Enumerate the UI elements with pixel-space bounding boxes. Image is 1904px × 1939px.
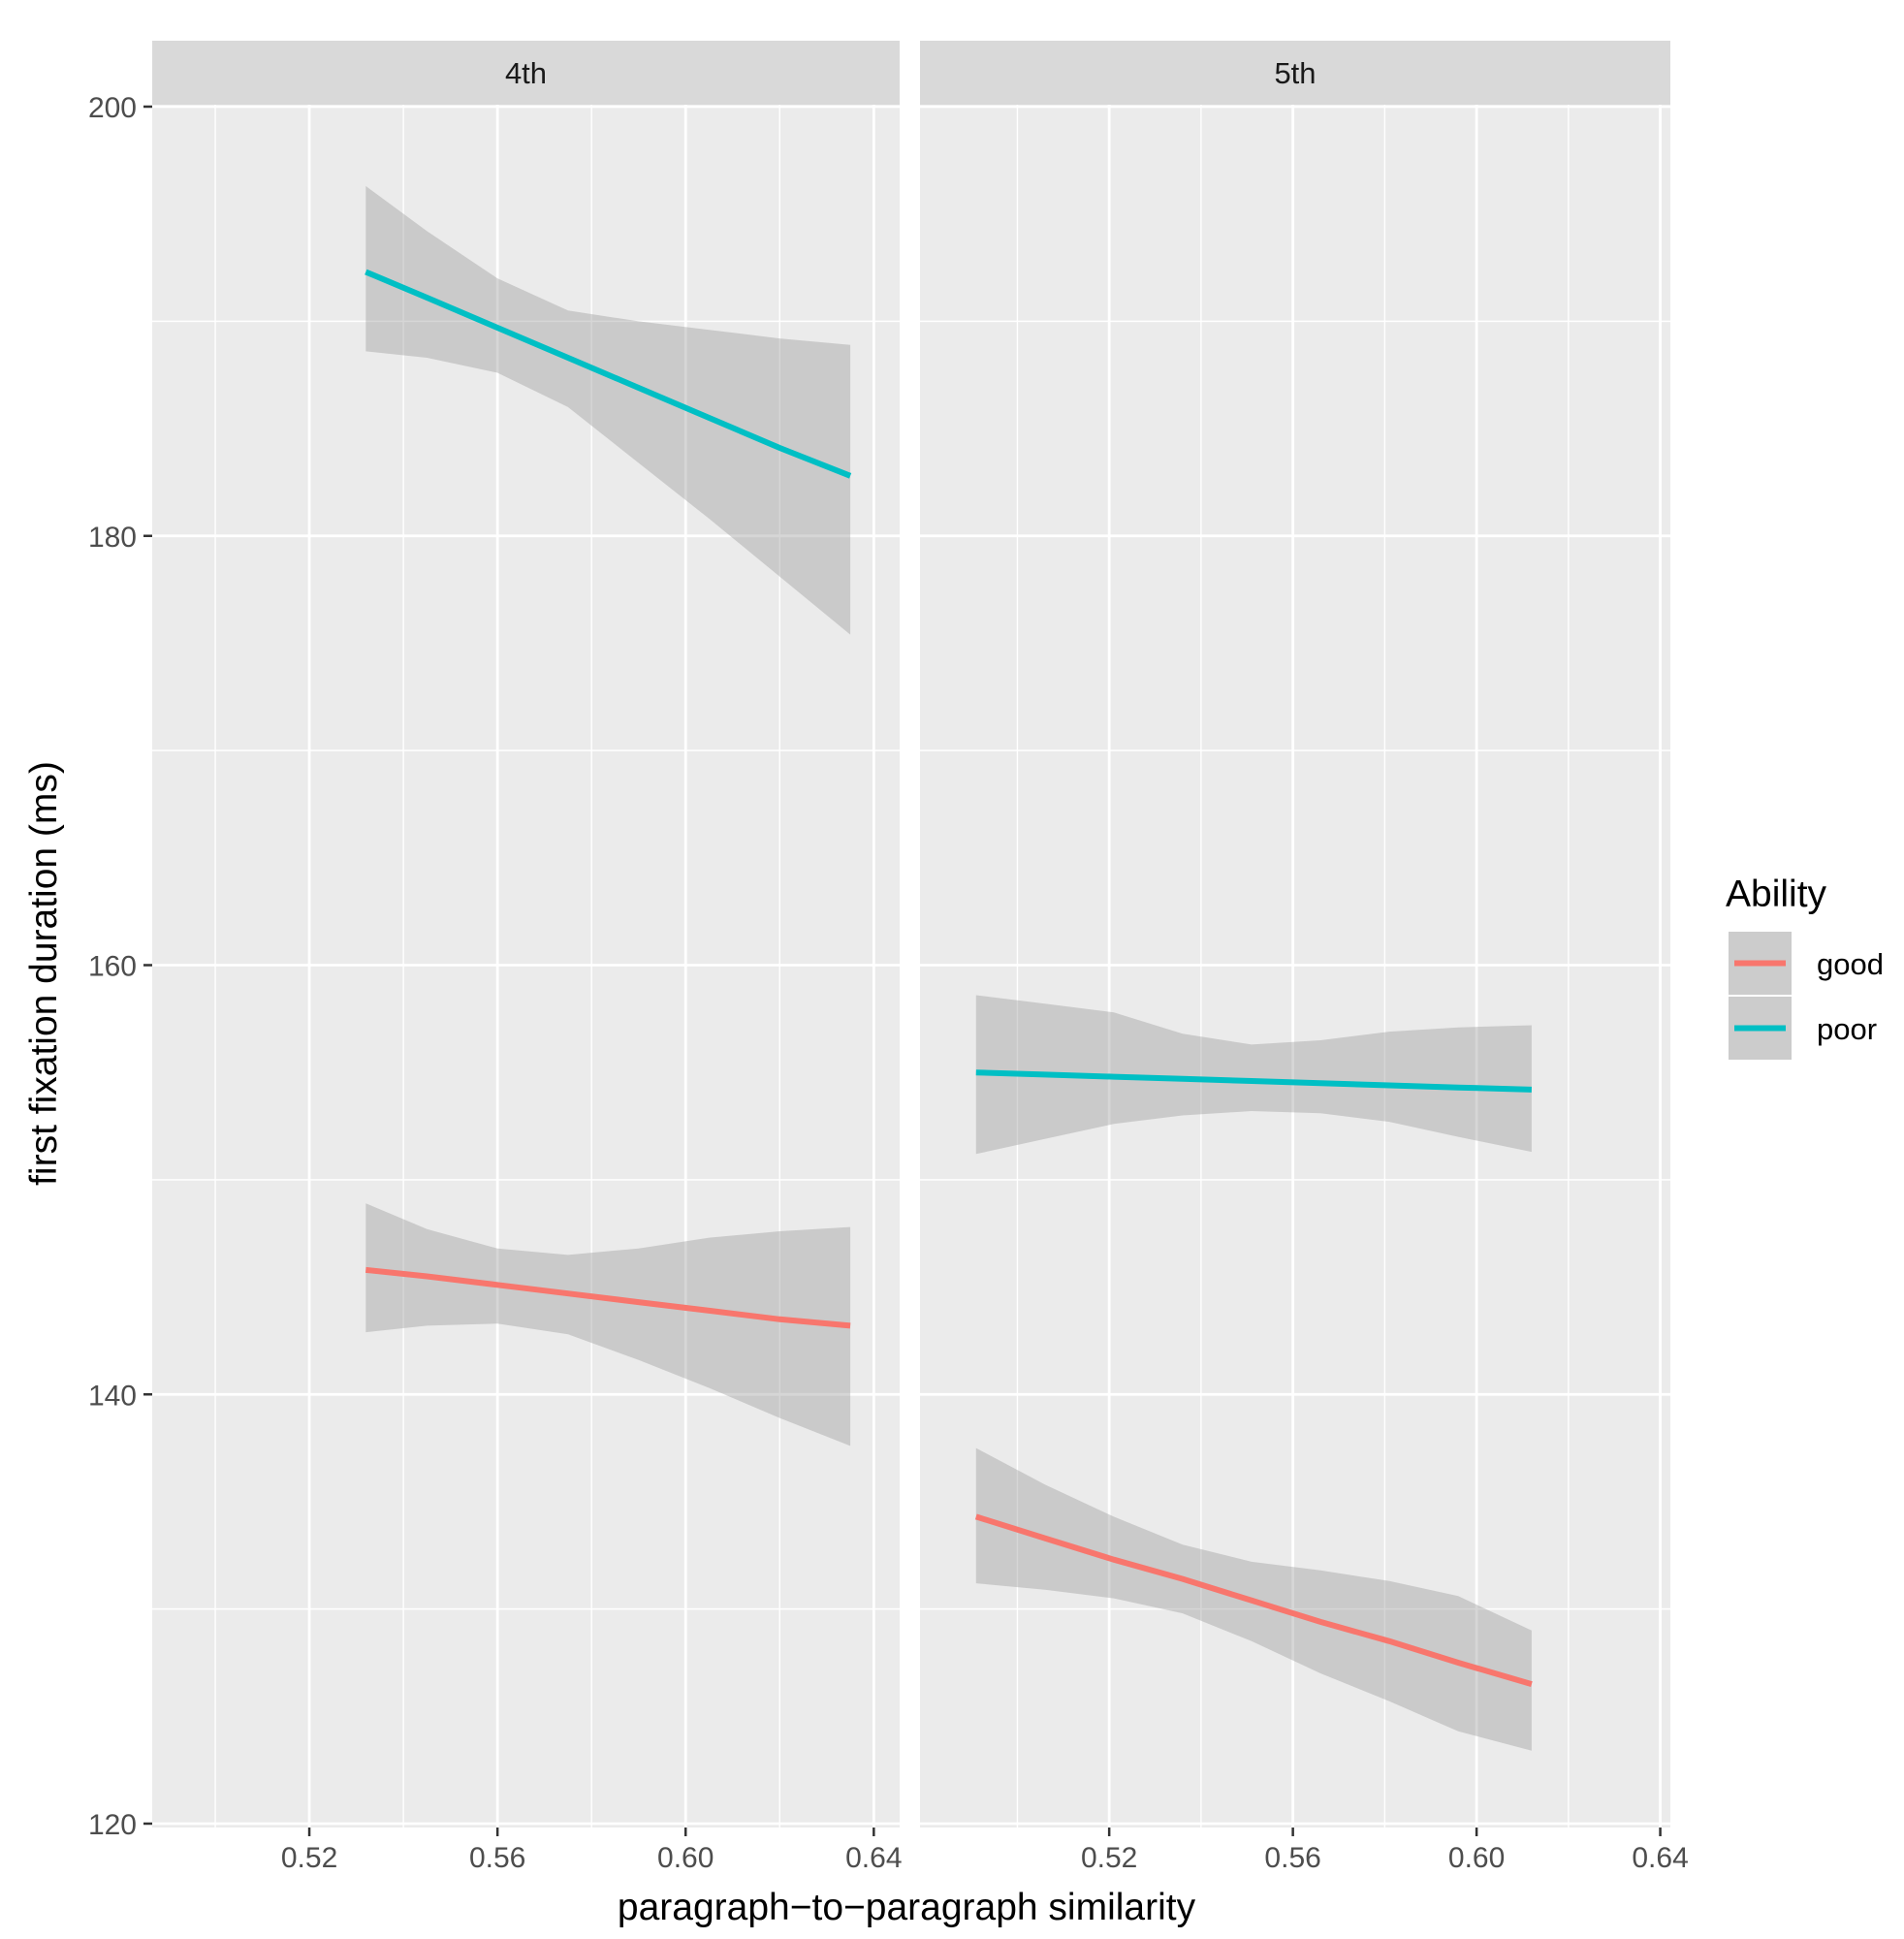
ribbon-poor <box>975 995 1532 1155</box>
facet-strip <box>920 41 1670 105</box>
panels-layer: 4th 0.52 0.56 0.60 0.64 5th 0.52 0.56 0.60 0.64 12… <box>88 41 1689 1874</box>
confidence-ribbons <box>365 185 851 1446</box>
legend-entries: good poor <box>1727 930 1884 1062</box>
y-tick-label: 120 <box>88 1809 137 1841</box>
panel-4th: 4th 0.52 0.56 0.60 0.64 <box>152 41 903 1874</box>
ribbon-good <box>365 1203 851 1446</box>
y-axis: 120 140 160 180 200 <box>88 92 152 1841</box>
line-poor <box>975 1069 1532 1093</box>
gridlines <box>920 105 1670 1828</box>
x-tick-label: 0.52 <box>1081 1842 1137 1874</box>
facet-strip-label: 5th <box>1274 56 1316 90</box>
line-good <box>365 1266 851 1329</box>
x-tick-label: 0.64 <box>1632 1842 1688 1874</box>
x-tick-label: 0.52 <box>281 1842 337 1874</box>
ribbon-poor <box>365 185 851 635</box>
fit-lines <box>974 1069 1533 1687</box>
panel-5th: 5th 0.52 0.56 0.60 0.64 <box>920 41 1689 1874</box>
x-tick-label: 0.56 <box>1264 1842 1320 1874</box>
x-tick-label: 0.56 <box>469 1842 525 1874</box>
line-poor <box>365 269 852 479</box>
y-tick-label: 200 <box>88 92 137 124</box>
line-good <box>974 1513 1533 1687</box>
x-axis-label: paragraph−to−paragraph similarity <box>618 1887 1196 1928</box>
legend-title: Ability <box>1726 874 1827 915</box>
legend-entry-poor: poor <box>1727 995 1877 1062</box>
legend-entry-good: good <box>1727 930 1884 997</box>
y-tick-label: 160 <box>88 951 137 983</box>
legend-label: poor <box>1817 1012 1877 1046</box>
x-axis: 0.52 0.56 0.60 0.64 <box>1081 1828 1689 1874</box>
y-axis-label: first fixation duration (ms) <box>23 761 65 1186</box>
legend: Ability good poor <box>1726 874 1884 1062</box>
x-tick-label: 0.60 <box>657 1842 714 1874</box>
x-tick-label: 0.60 <box>1448 1842 1505 1874</box>
x-axis: 0.52 0.56 0.60 0.64 <box>281 1828 903 1874</box>
fit-lines <box>365 269 852 1329</box>
legend-label: good <box>1817 947 1884 981</box>
x-tick-label: 0.64 <box>845 1842 902 1874</box>
facet-strip-label: 4th <box>505 56 547 90</box>
facet-strip <box>152 41 900 105</box>
y-tick-label: 180 <box>88 522 137 554</box>
y-tick-label: 140 <box>88 1380 137 1412</box>
gridlines <box>152 105 900 1828</box>
